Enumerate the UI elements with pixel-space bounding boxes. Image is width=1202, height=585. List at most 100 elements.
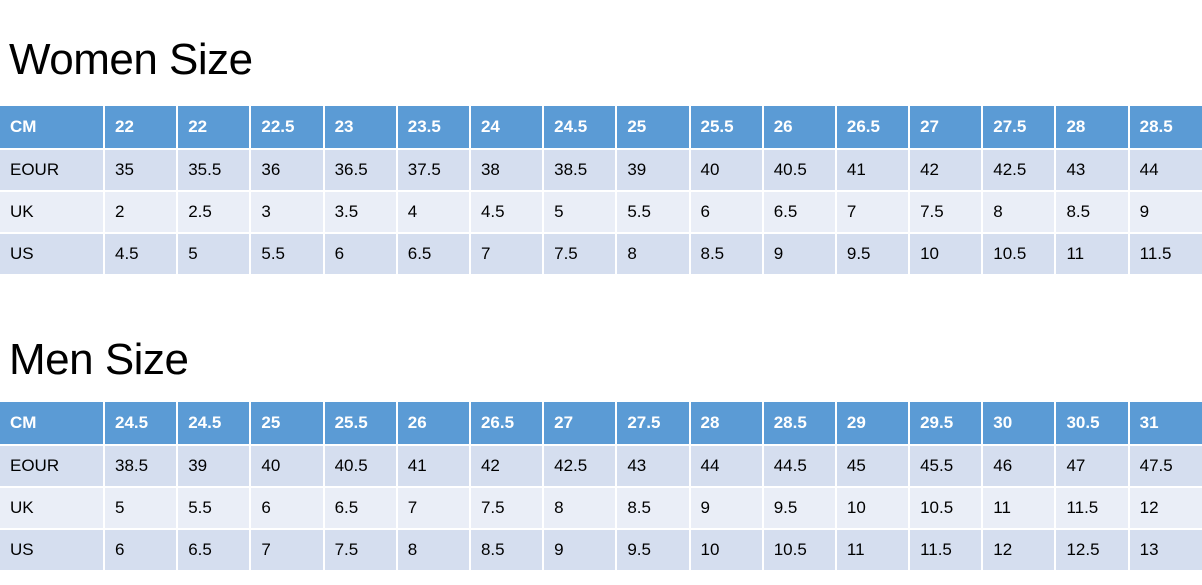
women-header-cell: 25.5 bbox=[688, 104, 764, 150]
men-size-cell: 10.5 bbox=[908, 486, 984, 530]
men-size-cell: 41 bbox=[395, 444, 471, 488]
women-size-cell: 4.5 bbox=[102, 232, 179, 276]
women-size-cell: 40.5 bbox=[761, 148, 837, 192]
men-size-cell: 10 bbox=[834, 486, 911, 530]
women-header-cell: 26.5 bbox=[834, 104, 911, 150]
men-row-label: US bbox=[0, 528, 105, 572]
men-size-cell: 5 bbox=[102, 486, 179, 530]
men-size-cell: 7.5 bbox=[322, 528, 398, 572]
men-size-cell: 12 bbox=[981, 528, 1057, 572]
men-row-label: UK bbox=[0, 486, 105, 530]
men-size-cell: 42 bbox=[468, 444, 545, 488]
women-size-cell: 8.5 bbox=[1054, 190, 1130, 234]
men-size-cell: 42.5 bbox=[542, 444, 618, 488]
women-size-cell: 7.5 bbox=[542, 232, 618, 276]
women-row-label: EOUR bbox=[0, 148, 105, 192]
women-header-cell: 22 bbox=[102, 104, 179, 150]
women-size-cell: 39 bbox=[615, 148, 691, 192]
women-size-cell: 5 bbox=[542, 190, 618, 234]
women-header-cell: 24.5 bbox=[542, 104, 618, 150]
women-size-title: Women Size bbox=[9, 35, 253, 85]
men-header-cell: 26 bbox=[395, 400, 471, 446]
men-size-cell: 40 bbox=[249, 444, 325, 488]
men-size-cell: 47 bbox=[1054, 444, 1130, 488]
men-size-cell: 6 bbox=[249, 486, 325, 530]
women-size-cell: 7 bbox=[468, 232, 545, 276]
men-header-cell: 25.5 bbox=[322, 400, 398, 446]
women-size-cell: 5.5 bbox=[615, 190, 691, 234]
men-header-cell: 30 bbox=[981, 400, 1057, 446]
men-size-cell: 11 bbox=[834, 528, 911, 572]
men-header-cell: 29.5 bbox=[908, 400, 984, 446]
men-size-cell: 9 bbox=[542, 528, 618, 572]
men-header-cell: 26.5 bbox=[468, 400, 545, 446]
table-row: US 4.5 5 5.5 6 6.5 7 7.5 8 8.5 9 9.5 10 10.5 11 11.5 bbox=[0, 232, 1202, 276]
men-size-cell: 6 bbox=[102, 528, 179, 572]
women-size-cell: 10 bbox=[908, 232, 984, 276]
men-size-cell: 13 bbox=[1127, 528, 1202, 572]
women-size-cell: 6 bbox=[322, 232, 398, 276]
women-size-cell: 7.5 bbox=[908, 190, 984, 234]
men-size-cell: 7.5 bbox=[468, 486, 545, 530]
men-size-cell: 10.5 bbox=[761, 528, 837, 572]
men-table-head: CM 24.5 24.5 25 25.5 26 26.5 27 27.5 28 28.5 29 29.5… bbox=[0, 400, 1202, 446]
women-header-cell: 23 bbox=[322, 104, 398, 150]
men-row-label: EOUR bbox=[0, 444, 105, 488]
women-header-unit-label: CM bbox=[0, 104, 105, 150]
men-size-cell: 7 bbox=[249, 528, 325, 572]
women-size-cell: 2 bbox=[102, 190, 179, 234]
women-header-cell: 23.5 bbox=[395, 104, 471, 150]
men-size-cell: 11 bbox=[981, 486, 1057, 530]
men-header-cell: 29 bbox=[834, 400, 911, 446]
men-size-cell: 8 bbox=[542, 486, 618, 530]
women-size-cell: 6 bbox=[688, 190, 764, 234]
women-size-table: CM 22 22 22.5 23 23.5 24 24.5 25 25.5 26 26.5 27 27.5… bbox=[0, 104, 1202, 276]
women-size-cell: 41 bbox=[834, 148, 911, 192]
women-size-cell: 2.5 bbox=[176, 190, 252, 234]
women-size-cell: 35.5 bbox=[176, 148, 252, 192]
women-size-cell: 11 bbox=[1054, 232, 1130, 276]
men-size-cell: 9 bbox=[688, 486, 764, 530]
men-header-cell: 24.5 bbox=[102, 400, 179, 446]
women-size-cell: 9 bbox=[1127, 190, 1202, 234]
men-size-cell: 45 bbox=[834, 444, 911, 488]
women-header-cell: 28.5 bbox=[1127, 104, 1202, 150]
men-header-cell: 27 bbox=[542, 400, 618, 446]
men-header-cell: 27.5 bbox=[615, 400, 691, 446]
women-size-cell: 4.5 bbox=[468, 190, 545, 234]
men-header-cell: 25 bbox=[249, 400, 325, 446]
table-row: EOUR 35 35.5 36 36.5 37.5 38 38.5 39 40 40.5 41 42 42… bbox=[0, 148, 1202, 192]
women-size-cell: 8 bbox=[615, 232, 691, 276]
women-size-cell: 40 bbox=[688, 148, 764, 192]
women-size-cell: 7 bbox=[834, 190, 911, 234]
women-size-cell: 42.5 bbox=[981, 148, 1057, 192]
men-size-cell: 9.5 bbox=[615, 528, 691, 572]
women-header-cell: 26 bbox=[761, 104, 837, 150]
women-header-cell: 27 bbox=[908, 104, 984, 150]
men-size-cell: 38.5 bbox=[102, 444, 179, 488]
men-size-table: CM 24.5 24.5 25 25.5 26 26.5 27 27.5 28 28.5 29 29.5… bbox=[0, 400, 1202, 572]
table-row: EOUR 38.5 39 40 40.5 41 42 42.5 43 44 44.5 45 45.5 46… bbox=[0, 444, 1202, 488]
table-row: UK 5 5.5 6 6.5 7 7.5 8 8.5 9 9.5 10 10.5 11 11.5 12 bbox=[0, 486, 1202, 530]
women-header-row: CM 22 22 22.5 23 23.5 24 24.5 25 25.5 26 26.5 27 27.5… bbox=[0, 104, 1202, 150]
women-size-cell: 37.5 bbox=[395, 148, 471, 192]
women-row-label: US bbox=[0, 232, 105, 276]
men-size-cell: 12 bbox=[1127, 486, 1202, 530]
men-size-cell: 47.5 bbox=[1127, 444, 1202, 488]
women-header-cell: 24 bbox=[468, 104, 545, 150]
women-size-cell: 9 bbox=[761, 232, 837, 276]
women-header-cell: 25 bbox=[615, 104, 691, 150]
women-size-cell: 36.5 bbox=[322, 148, 398, 192]
women-size-cell: 5 bbox=[176, 232, 252, 276]
women-size-cell: 4 bbox=[395, 190, 471, 234]
women-size-cell: 35 bbox=[102, 148, 179, 192]
men-size-cell: 10 bbox=[688, 528, 764, 572]
women-table-body: EOUR 35 35.5 36 36.5 37.5 38 38.5 39 40 40.5 41 42 42… bbox=[0, 148, 1202, 276]
women-size-cell: 8.5 bbox=[688, 232, 764, 276]
men-size-cell: 40.5 bbox=[322, 444, 398, 488]
women-row-label: UK bbox=[0, 190, 105, 234]
men-size-cell: 8 bbox=[395, 528, 471, 572]
women-size-cell: 5.5 bbox=[249, 232, 325, 276]
men-size-title: Men Size bbox=[9, 335, 189, 385]
